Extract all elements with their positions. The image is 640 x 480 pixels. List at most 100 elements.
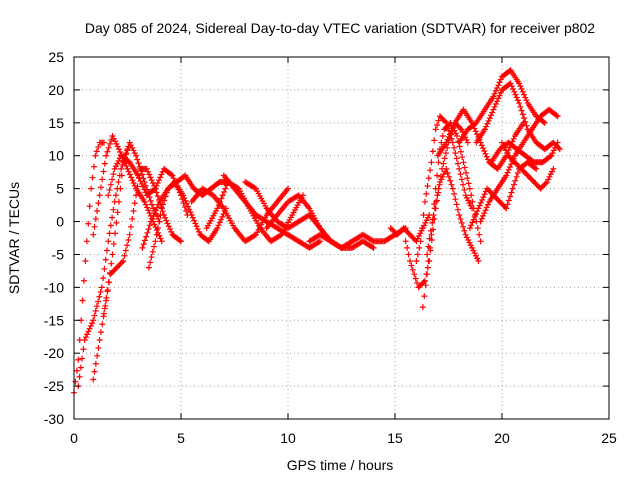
data-point bbox=[110, 135, 117, 142]
data-point bbox=[406, 258, 413, 265]
data-point bbox=[476, 231, 483, 238]
data-point bbox=[461, 227, 468, 234]
data-point bbox=[131, 182, 138, 189]
data-point bbox=[146, 222, 153, 229]
data-point bbox=[475, 205, 482, 212]
data-point bbox=[435, 185, 442, 192]
data-point bbox=[435, 117, 442, 124]
data-point bbox=[424, 214, 431, 221]
data-point bbox=[251, 184, 258, 191]
data-point bbox=[465, 180, 472, 187]
data-point bbox=[92, 307, 99, 314]
data-point bbox=[215, 202, 222, 209]
data-point bbox=[490, 106, 497, 113]
data-point bbox=[81, 337, 88, 344]
data-point bbox=[144, 168, 151, 175]
data-point bbox=[220, 211, 227, 218]
data-point bbox=[452, 130, 459, 137]
data-point bbox=[85, 220, 92, 227]
data-point bbox=[115, 179, 122, 186]
data-point bbox=[151, 243, 158, 250]
data-point bbox=[157, 174, 164, 181]
data-point bbox=[477, 218, 484, 225]
data-point bbox=[439, 173, 446, 180]
data-point bbox=[454, 206, 461, 213]
data-point bbox=[434, 192, 441, 199]
data-point bbox=[196, 228, 203, 235]
y-axis-label: SDTVAR / TECUs bbox=[6, 182, 22, 294]
data-point bbox=[445, 173, 452, 180]
data-point bbox=[106, 230, 113, 237]
data-point bbox=[164, 220, 171, 227]
data-point bbox=[504, 201, 511, 208]
series-track bbox=[71, 139, 107, 396]
data-point bbox=[80, 277, 87, 284]
data-point bbox=[221, 188, 228, 195]
data-point bbox=[417, 230, 424, 237]
data-point bbox=[183, 208, 190, 215]
data-point bbox=[107, 222, 114, 229]
data-point bbox=[144, 229, 151, 236]
data-point bbox=[481, 210, 488, 217]
data-point bbox=[90, 317, 97, 324]
data-point bbox=[76, 373, 83, 380]
data-point bbox=[421, 198, 428, 205]
data-point bbox=[454, 160, 461, 167]
data-point bbox=[97, 289, 104, 296]
data-point bbox=[422, 282, 429, 289]
data-point bbox=[135, 160, 142, 167]
data-point bbox=[467, 202, 474, 209]
data-point bbox=[120, 258, 127, 265]
data-point bbox=[107, 181, 114, 188]
data-point bbox=[441, 155, 448, 162]
data-point bbox=[512, 177, 519, 184]
data-point bbox=[149, 215, 156, 222]
data-point bbox=[473, 211, 480, 218]
data-point bbox=[550, 147, 557, 154]
data-point bbox=[443, 139, 450, 146]
data-point bbox=[408, 262, 415, 269]
data-point bbox=[84, 331, 91, 338]
data-point bbox=[95, 200, 102, 207]
data-point bbox=[500, 142, 507, 149]
data-point bbox=[146, 210, 153, 217]
data-point bbox=[156, 232, 163, 239]
data-point bbox=[509, 185, 516, 192]
data-point bbox=[458, 219, 465, 226]
series-track bbox=[402, 119, 471, 291]
data-point bbox=[421, 277, 428, 284]
data-point bbox=[433, 198, 440, 205]
data-point bbox=[466, 239, 473, 246]
data-point bbox=[451, 144, 458, 151]
data-point bbox=[141, 186, 148, 193]
data-point bbox=[447, 177, 454, 184]
data-point bbox=[477, 199, 484, 206]
data-point bbox=[95, 298, 102, 305]
data-point bbox=[142, 201, 149, 208]
data-point bbox=[479, 196, 486, 203]
data-point bbox=[505, 166, 512, 173]
data-point bbox=[101, 265, 108, 272]
data-point bbox=[123, 163, 130, 170]
data-point bbox=[442, 150, 449, 157]
data-point bbox=[440, 160, 447, 167]
data-point bbox=[532, 164, 539, 171]
data-point bbox=[369, 237, 376, 244]
data-point bbox=[141, 237, 148, 244]
data-point bbox=[496, 92, 503, 99]
data-point bbox=[457, 171, 464, 178]
data-point bbox=[155, 177, 162, 184]
data-point bbox=[444, 169, 451, 176]
data-point bbox=[92, 152, 99, 159]
data-point bbox=[423, 190, 430, 197]
data-point bbox=[112, 230, 119, 237]
data-point bbox=[113, 140, 120, 147]
data-point bbox=[517, 103, 524, 110]
data-point bbox=[521, 91, 528, 98]
data-point bbox=[431, 205, 438, 212]
x-tick-labels: 0 5 10 15 20 25 bbox=[70, 430, 617, 446]
data-point bbox=[468, 222, 475, 229]
data-point bbox=[462, 231, 469, 238]
data-point bbox=[158, 171, 165, 178]
